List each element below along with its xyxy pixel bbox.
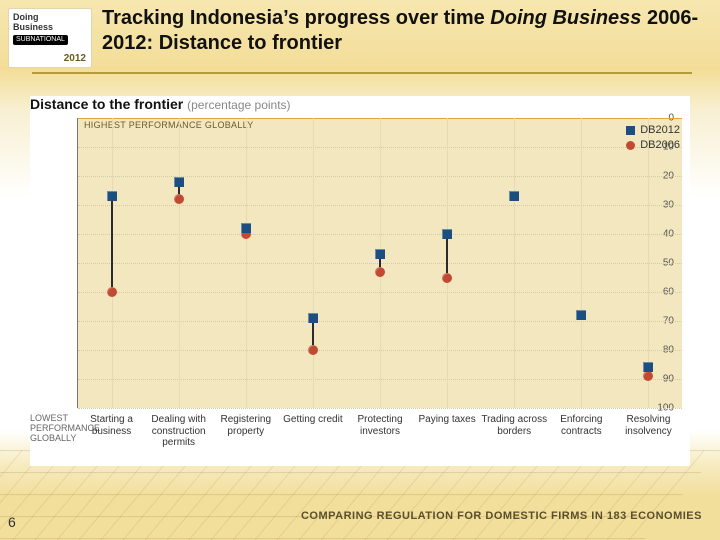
hundred-label: LOWEST PERFORMANCE GLOBALLY — [30, 414, 80, 444]
x-gridline — [246, 118, 247, 408]
category-label: Starting a business — [77, 414, 147, 437]
y-gridline — [78, 408, 682, 409]
square-marker-icon — [626, 126, 635, 135]
slide-title: Tracking Indonesia’s progress over time … — [102, 6, 706, 56]
point-db2012 — [442, 229, 452, 239]
category-label: Trading across borders — [479, 414, 549, 437]
logo-sub: SUBNATIONAL — [13, 35, 68, 45]
point-db2012 — [241, 223, 251, 233]
point-db2012 — [643, 362, 653, 372]
title-underline — [32, 72, 692, 74]
category-label: Paying taxes — [412, 414, 482, 426]
logo-line1: Doing — [13, 12, 39, 22]
legend-label-db2006: DB2006 — [640, 139, 680, 151]
category-label: Dealing with construction permits — [144, 414, 214, 449]
category-label: Resolving insolvency — [613, 414, 683, 437]
legend-row-db2012: DB2012 — [626, 124, 680, 136]
x-gridline — [179, 118, 180, 408]
category-label: Enforcing contracts — [546, 414, 616, 437]
legend-row-db2006: DB2006 — [626, 139, 680, 151]
point-db2006 — [643, 371, 653, 381]
chart-container: Distance to the frontier (percentage poi… — [30, 96, 690, 466]
x-gridline — [581, 118, 582, 408]
circle-marker-icon — [626, 141, 635, 150]
point-db2012 — [107, 191, 117, 201]
point-db2006 — [375, 267, 385, 277]
plot-area: 0102030405060708090100 HIGHEST PERFORMAN… — [30, 118, 690, 458]
chart-title-sub: (percentage points) — [187, 98, 290, 112]
x-gridline — [514, 118, 515, 408]
point-db2012 — [375, 249, 385, 259]
category-label: Protecting investors — [345, 414, 415, 437]
point-db2012 — [174, 177, 184, 187]
logo-line2: Business — [13, 22, 53, 32]
point-db2006 — [308, 345, 318, 355]
category-axis: Starting a businessDealing with construc… — [78, 414, 682, 456]
y-axis — [64, 118, 78, 408]
point-db2012 — [308, 313, 318, 323]
brand-logo: Doing Business SUBNATIONAL 2012 — [8, 8, 92, 68]
chart-title: Distance to the frontier (percentage poi… — [30, 96, 690, 112]
point-db2006 — [107, 287, 117, 297]
legend: DB2012 DB2006 — [626, 124, 680, 154]
slide-root: { "logo": { "line1": "Doing", "line2": "… — [0, 0, 720, 540]
x-gridline — [313, 118, 314, 408]
title-pre: Tracking Indonesia’s progress over time — [102, 7, 490, 29]
logo-year: 2012 — [64, 53, 86, 65]
point-db2006 — [174, 194, 184, 204]
page-number: 6 — [8, 514, 16, 530]
category-label: Getting credit — [278, 414, 348, 426]
point-db2012 — [576, 310, 586, 320]
title-db-italic: Doing Business — [490, 7, 641, 29]
series-layer — [78, 118, 682, 408]
point-db2012 — [509, 191, 519, 201]
category-label: Registering property — [211, 414, 281, 437]
connector-line — [446, 234, 448, 278]
chart-title-main: Distance to the frontier — [30, 96, 183, 112]
legend-label-db2012: DB2012 — [640, 124, 680, 136]
footer-tagline: COMPARING REGULATION FOR DOMESTIC FIRMS … — [301, 510, 702, 522]
connector-line — [111, 196, 113, 292]
point-db2006 — [442, 273, 452, 283]
